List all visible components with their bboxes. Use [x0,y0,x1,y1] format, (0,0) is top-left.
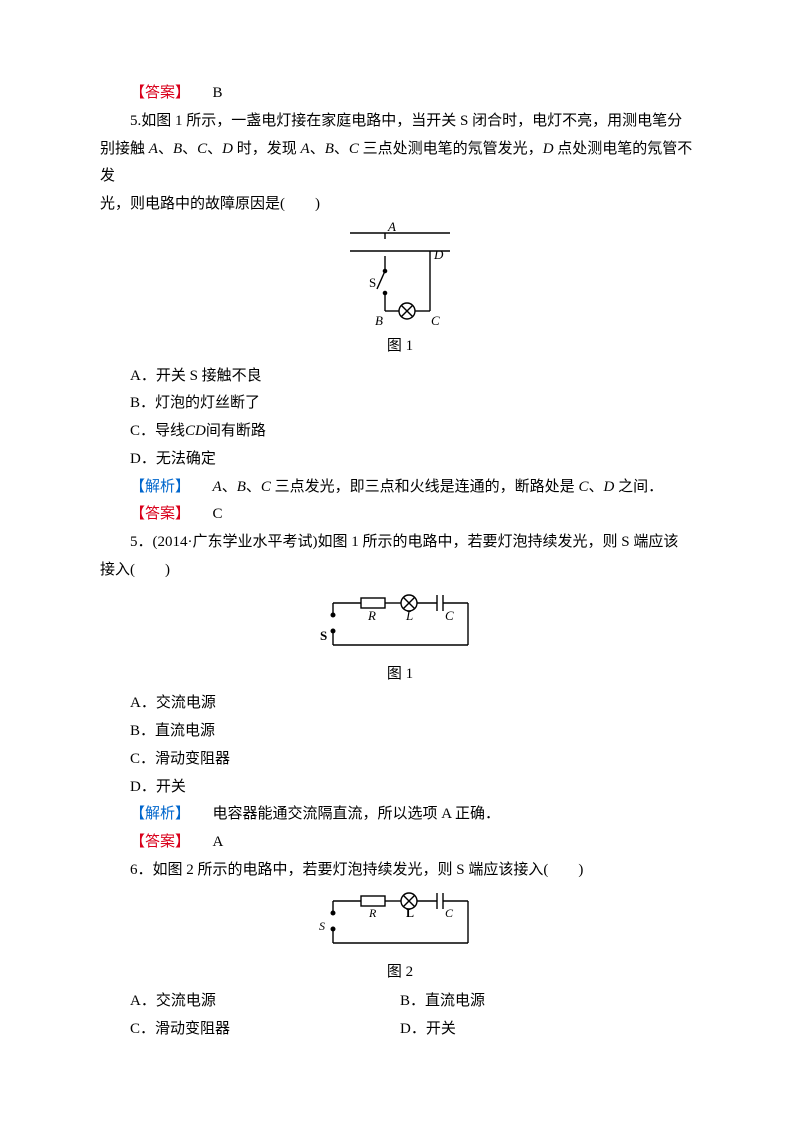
q5a-stem-line1: 5.如图 1 所示，一盏电灯接在家庭电路中，当开关 S 闭合时，电灯不亮，用测电… [100,108,700,136]
q5a-optA: A．开关 S 接触不良 [100,363,700,391]
label-S: S [369,275,376,290]
q5a-optC: C．导线CD间有断路 [100,418,700,446]
q4-answer-label: 【答案】 [130,85,190,101]
q5a-num: 5. [130,113,141,129]
q5a-fig-caption: 图 1 [387,333,413,361]
q4-answer-value: B [213,85,223,101]
q5a-analysis: 【解析】 A、B、C 三点发光，即三点和火线是连通的，断路处是 C、D 之间． [100,474,700,502]
q6-fig-caption: 图 2 [387,959,413,987]
q5a-stem-line3: 光，则电路中的故障原因是( ) [100,191,700,219]
q6-stem: 6．如图 2 所示的电路中，若要灯泡持续发光，则 S 端应该接入( ) [100,857,700,885]
q5b-analysis: 【解析】 电容器能通交流隔直流，所以选项 A 正确． [100,801,700,829]
q5b-optB: B．直流电源 [100,718,700,746]
q5a-stem-line2: 别接触 A、B、C、D 时，发现 A、B、C 三点处测电笔的氖管发光，D 点处测… [100,136,700,192]
q6-optC: C．滑动变阻器 [100,1016,400,1044]
svg-text:S: S [319,919,325,933]
q6-optD: D．开关 [400,1016,700,1044]
q5b-answer: 【答案】 A [100,829,700,857]
q5a-answer: 【答案】 C [100,501,700,529]
svg-text:L: L [405,608,413,623]
q6-circuit-svg: R L C S [313,887,488,957]
q6-optA: A．交流电源 [100,988,400,1016]
q5a-circuit-svg: A D S B C [335,221,465,331]
q5b-optC: C．滑动变阻器 [100,746,700,774]
svg-text:L: L [406,906,414,920]
q5a-optB: B．灯泡的灯丝断了 [100,390,700,418]
svg-text:S: S [320,628,327,643]
q4-answer-line: 【答案】 B [100,80,700,108]
q6-options-row1: A．交流电源 B．直流电源 [100,988,700,1016]
q5b-answer-label: 【答案】 [130,834,190,850]
q5b-optA: A．交流电源 [100,690,700,718]
q5a-optD: D．无法确定 [100,446,700,474]
q5b-optD: D．开关 [100,774,700,802]
q5b-answer-value: A [213,834,224,850]
q5b-figure: R L C S 图 1 [100,587,700,689]
q5b-stem2: 接入( ) [100,557,700,585]
q5a-answer-label: 【答案】 [130,506,190,522]
q5b-analysis-label: 【解析】 [130,806,190,822]
q6-optB: B．直流电源 [400,988,700,1016]
label-C: C [431,313,440,328]
label-B: B [375,313,383,328]
label-A: A [387,221,396,234]
q5b-fig-caption: 图 1 [387,661,413,689]
svg-text:R: R [368,906,377,920]
svg-text:R: R [367,608,376,623]
q6-options-row2: C．滑动变阻器 D．开关 [100,1016,700,1044]
q5a-analysis-label: 【解析】 [130,479,190,495]
q5a-figure: A D S B C 图 1 [100,221,700,361]
page: 【答案】 B 5.如图 1 所示，一盏电灯接在家庭电路中，当开关 S 闭合时，电… [0,0,800,1132]
q5b-circuit-svg: R L C S [313,587,488,659]
q5b-stem1: 5．(2014·广东学业水平考试)如图 1 所示的电路中，若要灯泡持续发光，则 … [100,529,700,557]
q5a-answer-value: C [213,506,223,522]
svg-text:C: C [445,608,454,623]
svg-text:C: C [445,906,454,920]
q6-figure: R L C S 图 2 [100,887,700,987]
label-D: D [433,247,444,262]
